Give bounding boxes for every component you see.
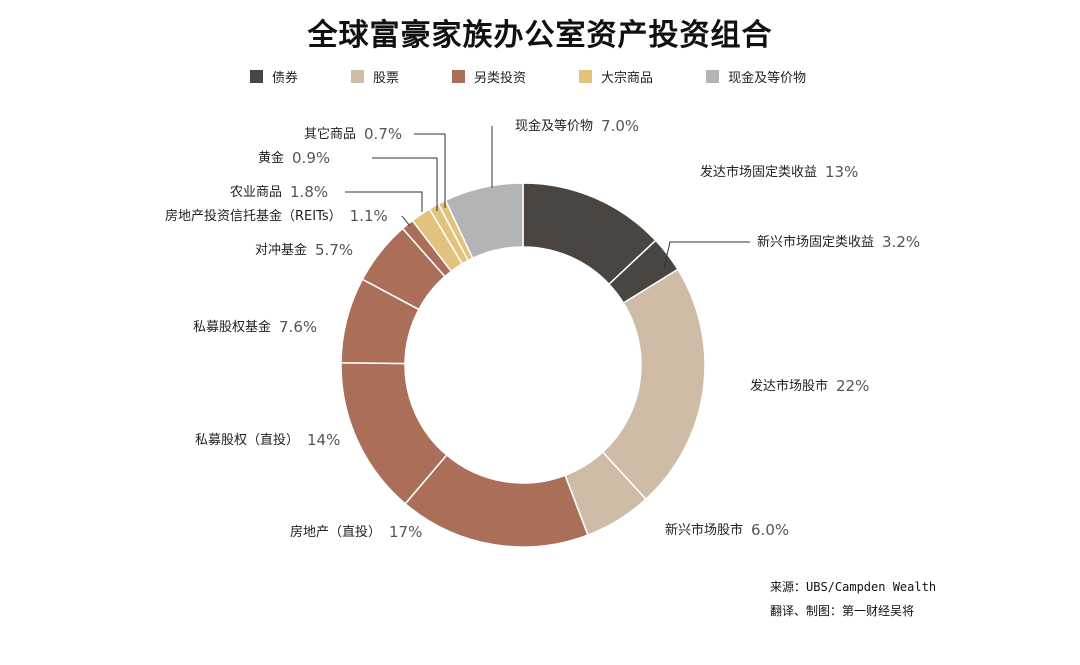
slice-label-name: 新兴市场固定类收益 (757, 234, 874, 250)
legend-item: 股票 (351, 67, 399, 86)
slice-label: 现金及等价物 7.0% (515, 117, 639, 135)
slice-label-name: 发达市场股市 (750, 378, 828, 394)
slice-label-name: 现金及等价物 (515, 118, 593, 134)
slice-label: 农业商品 1.8% (230, 183, 328, 201)
slice-label: 私募股权基金 7.6% (193, 318, 317, 336)
leader-line (414, 133, 446, 208)
slice-label-value: 7.0% (601, 117, 639, 135)
slice-label-value: 22% (836, 377, 869, 395)
leader-line (372, 157, 438, 211)
slice-label-value: 7.6% (279, 318, 317, 336)
slice-label-value: 1.8% (290, 183, 328, 201)
slice-label-value: 5.7% (315, 241, 353, 259)
legend-item: 债券 (250, 67, 298, 86)
legend-label: 现金及等价物 (728, 71, 807, 86)
slice-label-value: 14% (307, 431, 340, 449)
donut-slice (601, 268, 706, 501)
legend-label: 股票 (373, 71, 400, 86)
slice-label-value: 0.9% (292, 149, 330, 167)
legend-item: 另类投资 (452, 67, 526, 86)
legend-swatch (351, 70, 365, 83)
slice-label-name: 房地产投资信托基金（REITs） (165, 208, 342, 224)
slice-label-name: 黄金 (258, 150, 284, 166)
slice-label: 发达市场固定类收益 13% (700, 163, 858, 181)
slice-label-name: 发达市场固定类收益 (700, 164, 817, 180)
leader-line (663, 241, 750, 269)
slice-label: 对冲基金 5.7% (255, 241, 353, 259)
slice-label: 其它商品 0.7% (304, 125, 402, 143)
chart-legend: 债券 股票 另类投资 大宗商品 现金及等价物 (250, 67, 859, 86)
slice-label-value: 0.7% (364, 125, 402, 143)
source-note: 来源：UBS/Campden Wealth (770, 580, 937, 594)
legend-swatch (452, 70, 466, 83)
legend-swatch (250, 70, 263, 83)
legend-swatch (579, 70, 593, 83)
donut-slice (444, 182, 524, 260)
slice-label-value: 13% (825, 163, 858, 181)
legend-label: 债券 (272, 71, 299, 86)
slice-label: 私募股权（直投） 14% (195, 431, 340, 449)
slice-label-name: 农业商品 (230, 185, 282, 200)
slice-label-value: 17% (389, 523, 422, 541)
leader-line (401, 215, 411, 227)
slice-label-value: 3.2% (882, 233, 920, 251)
credit-note: 翻译、制图：第一财经吴将 (770, 604, 915, 618)
legend-label: 大宗商品 (601, 71, 654, 86)
slice-label-name: 私募股权（直投） (195, 432, 299, 448)
legend-swatch (706, 70, 720, 83)
slice-label-name: 房地产（直投） (290, 524, 381, 540)
slice-label: 房地产投资信托基金（REITs） 1.1% (165, 207, 388, 225)
slice-label-name: 其它商品 (304, 126, 356, 142)
slice-label-name: 私募股权基金 (193, 319, 271, 335)
slice-label-value: 6.0% (751, 521, 789, 539)
slice-label: 新兴市场固定类收益 3.2% (757, 233, 920, 251)
leader-line (345, 191, 423, 212)
slice-label: 发达市场股市 22% (750, 377, 869, 395)
slice-label: 房地产（直投） 17% (290, 523, 422, 541)
legend-label: 另类投资 (474, 71, 527, 86)
slice-label-name: 对冲基金 (255, 242, 307, 258)
slice-label-name: 新兴市场股市 (665, 522, 743, 538)
slice-label: 新兴市场股市 6.0% (665, 521, 789, 539)
legend-item: 现金及等价物 (706, 67, 806, 86)
chart-title: 全球富豪家族办公室资产投资组合 (307, 18, 773, 53)
slice-label-value: 1.1% (350, 207, 388, 225)
legend-item: 大宗商品 (579, 67, 653, 86)
slice-label: 黄金 0.9% (258, 149, 330, 167)
